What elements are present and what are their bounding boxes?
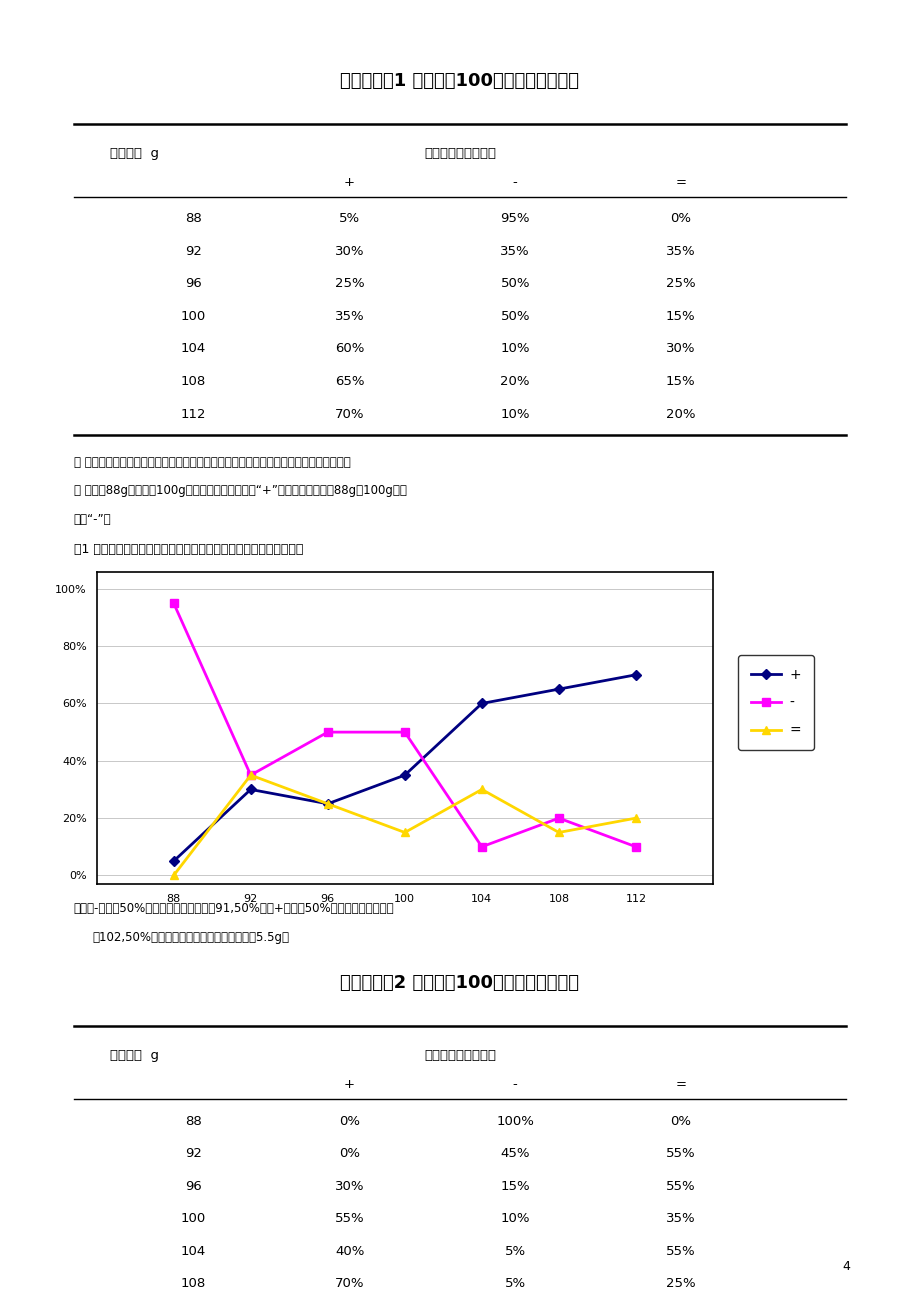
Text: 35%: 35% (665, 245, 695, 258)
Text: 15%: 15% (665, 375, 695, 388)
Text: 0%: 0% (339, 1115, 359, 1128)
Text: 20%: 20% (665, 408, 695, 421)
Text: 35%: 35% (500, 245, 529, 258)
Text: 25%: 25% (335, 277, 364, 290)
Text: 25%: 25% (665, 277, 695, 290)
Text: 95%: 95% (500, 212, 529, 225)
Text: 25%: 25% (665, 1277, 695, 1290)
Text: 50%: 50% (500, 310, 529, 323)
Text: 其中，-线段与50%的第一个交点坐标为（91,50%），+线段与50%的第一个交点坐标为: 其中，-线段与50%的第一个交点坐标为（91,50%），+线段与50%的第一个交… (74, 902, 394, 915)
Text: 15%: 15% (500, 1180, 529, 1193)
Text: 70%: 70% (335, 1277, 364, 1290)
Text: （102,50%）。求得被试一的重量差别阈限为5.5g。: （102,50%）。求得被试一的重量差别阈限为5.5g。 (92, 931, 289, 944)
Text: 被试二：表2 各砷码与100克砷码比较的结果: 被试二：表2 各砷码与100克砷码比较的结果 (340, 974, 579, 992)
Text: 112: 112 (180, 408, 206, 421)
Text: 注 在本表中，凡是标准刺激在后呈现时被试的判断转换成比较刺激比标准刺激的判断。例: 注 在本表中，凡是标准刺激在后呈现时被试的判断转换成比较刺激比标准刺激的判断。例 (74, 456, 350, 469)
Text: 5%: 5% (505, 1277, 525, 1290)
Text: 100: 100 (180, 1212, 206, 1225)
Text: 88: 88 (185, 1115, 201, 1128)
Text: 被试一：表1 各砷码与100克砷码比较的结果: 被试一：表1 各砷码与100克砷码比较的结果 (340, 72, 579, 90)
Text: 0%: 0% (339, 1147, 359, 1160)
Text: 记为“-”。: 记为“-”。 (74, 513, 111, 526)
Text: 20%: 20% (500, 375, 529, 388)
Text: 65%: 65% (335, 375, 364, 388)
Text: 55%: 55% (665, 1245, 695, 1258)
Text: 10%: 10% (500, 1212, 529, 1225)
Text: 10%: 10% (500, 342, 529, 355)
Text: 30%: 30% (335, 245, 364, 258)
Text: =: = (675, 1078, 686, 1091)
Text: 变异刺激  g: 变异刺激 g (110, 1049, 159, 1062)
Text: +: + (344, 176, 355, 189)
Text: 55%: 55% (335, 1212, 364, 1225)
Text: 70%: 70% (335, 408, 364, 421)
Text: 15%: 15% (665, 310, 695, 323)
Text: 108: 108 (180, 375, 206, 388)
Legend: +, -, =: +, -, = (738, 655, 813, 750)
Text: 104: 104 (180, 1245, 206, 1258)
Text: 5%: 5% (339, 212, 359, 225)
Text: -: - (512, 1078, 517, 1091)
Text: 92: 92 (185, 245, 201, 258)
Text: 变异刺激  g: 变异刺激 g (110, 147, 159, 160)
Text: 判断次数所占百分比: 判断次数所占百分比 (424, 147, 495, 160)
Text: 30%: 30% (665, 342, 695, 355)
Text: =: = (675, 176, 686, 189)
Text: 4: 4 (842, 1260, 849, 1273)
Text: 60%: 60% (335, 342, 364, 355)
Text: 45%: 45% (500, 1147, 529, 1160)
Text: 88: 88 (185, 212, 201, 225)
Text: 35%: 35% (665, 1212, 695, 1225)
Text: 100: 100 (180, 310, 206, 323)
Text: 96: 96 (185, 277, 201, 290)
Text: 108: 108 (180, 1277, 206, 1290)
Text: 如 先呈现88g，后呈现100g，被试判断为重，记为“+”，整理时则转换戕88g比100g轻，: 如 先呈现88g，后呈现100g，被试判断为重，记为“+”，整理时则转换戕88g… (74, 484, 406, 497)
Text: 0%: 0% (670, 1115, 690, 1128)
Text: 50%: 50% (500, 277, 529, 290)
Text: 5%: 5% (505, 1245, 525, 1258)
Text: 图1 用直线内插法求被试一的重量差别阈限（判断次数所占百分比）: 图1 用直线内插法求被试一的重量差别阈限（判断次数所占百分比） (74, 543, 302, 556)
Text: 35%: 35% (335, 310, 364, 323)
Text: 55%: 55% (665, 1147, 695, 1160)
Text: 0%: 0% (670, 212, 690, 225)
Text: -: - (512, 176, 517, 189)
Text: 96: 96 (185, 1180, 201, 1193)
Text: 100%: 100% (495, 1115, 534, 1128)
Text: 30%: 30% (335, 1180, 364, 1193)
Text: 40%: 40% (335, 1245, 364, 1258)
Text: +: + (344, 1078, 355, 1091)
Text: 判断次数所占百分比: 判断次数所占百分比 (424, 1049, 495, 1062)
Text: 10%: 10% (500, 408, 529, 421)
Text: 55%: 55% (665, 1180, 695, 1193)
Text: 92: 92 (185, 1147, 201, 1160)
Text: 104: 104 (180, 342, 206, 355)
